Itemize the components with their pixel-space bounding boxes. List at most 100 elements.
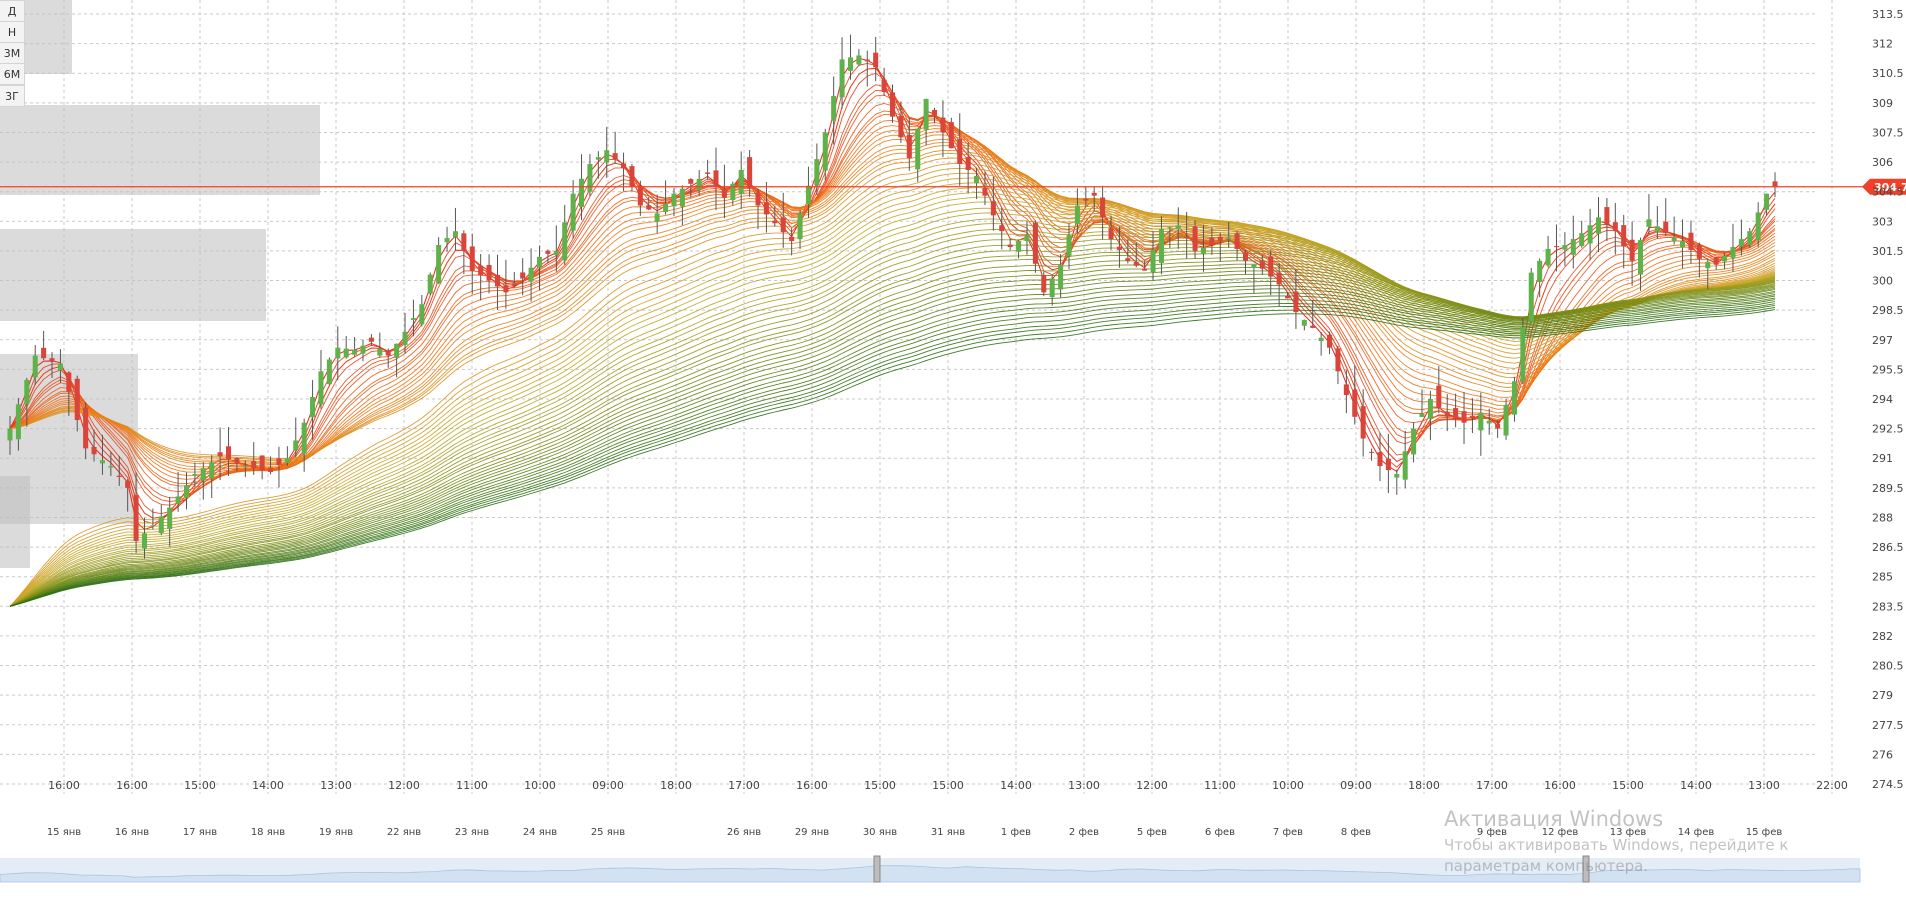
y-tick-label: 295.5 [1872,363,1904,376]
moving-average-line [9,281,1776,607]
candle-body [789,236,795,242]
y-tick-label: 292.5 [1872,423,1904,436]
candle-body [1200,247,1206,255]
candle-body [1688,232,1694,250]
navigator[interactable] [0,855,1861,883]
x-tick-date: 18 янв [251,827,285,838]
candle-body [1242,252,1249,261]
candle-body [217,452,223,457]
y-tick-label: 298.5 [1872,304,1904,317]
y-tick-label: 306 [1872,156,1893,169]
candle-body [1016,241,1022,252]
candle-body [747,157,753,188]
candle-body [520,272,526,279]
candle-body [1738,239,1744,247]
overlay-box [0,476,30,568]
candle-body [192,474,198,476]
activation-watermark-title: Активация Windows [1444,807,1664,831]
candle-body [654,213,660,222]
candle-body [1327,334,1333,348]
candle-body [940,117,946,133]
candle-body [1167,227,1173,229]
moving-average-line [9,182,1776,607]
candle-body [1411,428,1417,455]
candle-body [1360,406,1366,439]
x-tick-time: 22:00 [1816,779,1848,792]
candle-body [7,428,13,441]
timeframe-button-3y[interactable]: 3Г [0,85,25,107]
candle-body [469,246,475,271]
timeframe-button-d[interactable]: Д [0,0,25,22]
candle-body [671,193,677,207]
x-tick-date: 9 фев [1477,827,1507,838]
x-tick-time: 16:00 [1544,779,1576,792]
y-tick-label: 285 [1872,571,1893,584]
candle-body [494,274,500,287]
moving-average-line [9,168,1776,607]
moving-average-line [9,304,1776,607]
y-tick-label: 283.5 [1872,600,1904,613]
candle-body [570,193,576,231]
y-tick-label: 312 [1872,38,1893,51]
candle-body [310,397,316,418]
candle-body [1234,233,1240,249]
candle-body [385,351,391,356]
x-tick-time: 15:00 [864,779,896,792]
candle-body [856,55,862,65]
candle-body [545,250,551,254]
candle-body [1621,225,1627,246]
candle-body [1343,384,1349,396]
candle-body [881,79,887,92]
x-tick-date: 22 янв [387,827,421,838]
candle-body [864,59,870,62]
candle-body [1612,222,1618,232]
x-tick-time: 09:00 [592,779,624,792]
candle-body [1352,389,1358,417]
moving-average-line [9,288,1776,607]
overlay-box [0,105,320,195]
candle-body [1537,260,1543,282]
y-tick-label: 301.5 [1872,245,1904,258]
candle-body [83,407,89,449]
x-tick-time: 12:00 [388,779,420,792]
moving-average-line [9,177,1776,607]
y-tick-label: 288 [1872,511,1893,524]
y-axis: 274.5 276 277.5 279 280.5 282 283.5 285 286.5 288… [1872,8,1904,791]
candle-body [873,52,879,68]
y-tick-label: 307.5 [1872,126,1904,139]
candle-body [1108,228,1114,240]
timeframe-button-6m[interactable]: 6М [0,63,25,85]
candle-body [1066,235,1072,256]
candle-body [1755,212,1761,241]
candle-body [1638,240,1644,275]
candle-body [1722,255,1728,262]
moving-average-line [9,295,1776,607]
candle-body [1251,264,1257,269]
candle-body [209,462,215,479]
candle-body [1285,295,1291,299]
timeframe-button-w[interactable]: Н [0,21,25,43]
candle-body [335,347,341,359]
moving-average-line [9,273,1776,607]
candle-body [183,485,190,499]
timeframe-button-3m[interactable]: 3М [0,42,25,64]
x-tick-time: 13:00 [320,779,352,792]
candle-body [713,170,719,186]
y-tick-label: 289.5 [1872,482,1904,495]
candle-body [486,264,492,281]
candle-body [1595,217,1602,234]
candle-body [394,343,400,358]
candle-body [99,460,105,464]
candle-body [1083,198,1089,201]
x-tick-time: 16:00 [116,779,148,792]
candle-body [1671,237,1677,242]
x-tick-time: 14:00 [252,779,284,792]
candle-body [1100,197,1106,218]
candle-body [679,188,685,207]
candle-body [251,460,257,469]
candle-body [1385,458,1391,471]
overlay-boxes [0,0,320,568]
candle-body [814,159,820,186]
